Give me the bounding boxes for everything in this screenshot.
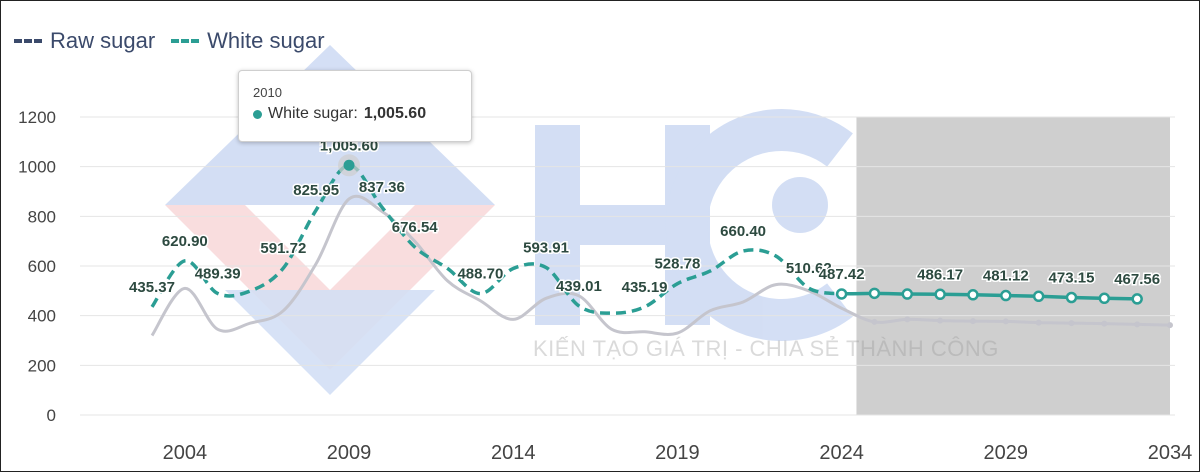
raw-sugar-legend-label: Raw sugar <box>50 28 156 53</box>
white-sugar-data-label: 435.37 <box>129 279 175 296</box>
white-sugar-point[interactable] <box>835 288 848 300</box>
y-tick-label: 0 <box>47 406 56 425</box>
tooltip-value: 1,005.60 <box>363 105 427 122</box>
white-sugar-data-label: 473.15 <box>1049 270 1095 287</box>
white-sugar-point[interactable] <box>901 288 914 300</box>
white-sugar-legend-swatch <box>171 39 200 43</box>
chart-legend: Raw sugar White sugar <box>14 28 325 54</box>
x-tick-label: 2034 <box>1148 442 1193 464</box>
watermark-tagline: KIẾN TẠO GIÁ TRỊ - CHIA SẺ THÀNH CÔNG <box>533 336 999 361</box>
white-sugar-data-label: 489.39 <box>195 265 241 282</box>
raw-sugar-point[interactable] <box>1035 319 1042 326</box>
tooltip-year: 2010 <box>253 85 282 100</box>
raw-sugar-point[interactable] <box>937 317 944 324</box>
x-tick-label: 2024 <box>819 442 864 464</box>
white-sugar-data-label: 488.70 <box>457 266 503 283</box>
x-tick-label: 2009 <box>327 442 372 464</box>
white-sugar-data-label: 676.54 <box>392 219 439 236</box>
white-sugar-data-label: 486.17 <box>917 266 963 283</box>
white-sugar-data-label: 467.56 <box>1114 271 1160 288</box>
white-sugar-data-label: 435.19 <box>622 279 668 296</box>
legend-item-white-sugar[interactable]: White sugar <box>171 28 325 54</box>
raw-sugar-point[interactable] <box>904 316 911 323</box>
y-tick-label: 200 <box>28 356 56 375</box>
white-sugar-data-label: 439.01 <box>556 278 602 295</box>
x-tick-label: 2029 <box>984 442 1029 464</box>
white-sugar-highlight-point[interactable] <box>343 159 355 171</box>
raw-sugar-point[interactable] <box>969 318 976 325</box>
white-sugar-data-label: 481.12 <box>983 268 1029 285</box>
white-sugar-data-label: 837.36 <box>359 179 405 196</box>
x-tick-label: 2019 <box>655 442 700 464</box>
legend-item-raw-sugar[interactable]: Raw sugar <box>14 28 155 54</box>
tooltip-series-label: White sugar: <box>268 105 358 122</box>
white-sugar-point[interactable] <box>1131 293 1143 305</box>
white-sugar-point[interactable] <box>1032 290 1045 303</box>
white-sugar-data-label: 487.42 <box>819 266 865 283</box>
white-sugar-data-label: 528.78 <box>654 256 700 273</box>
white-sugar-point[interactable] <box>967 289 979 301</box>
raw-sugar-legend-swatch <box>14 39 42 43</box>
raw-sugar-point[interactable] <box>1101 320 1108 327</box>
raw-sugar-point[interactable] <box>871 318 878 325</box>
white-sugar-point[interactable] <box>868 287 881 300</box>
raw-sugar-point[interactable] <box>1002 318 1009 325</box>
white-sugar-data-label: 591.72 <box>260 240 306 257</box>
raw-sugar-point[interactable] <box>1134 321 1141 328</box>
y-tick-label: 400 <box>28 307 56 326</box>
tooltip-series-dot <box>253 109 262 119</box>
white-sugar-point[interactable] <box>1000 289 1012 302</box>
white-sugar-legend-label: White sugar <box>207 28 325 53</box>
tooltip-row: White sugar: 1,005.60 <box>253 105 426 123</box>
x-tick-label: 2014 <box>491 442 536 464</box>
white-sugar-forecast-line <box>841 291 1138 301</box>
data-tooltip: 2010 White sugar: 1,005.60 <box>238 70 472 142</box>
raw-sugar-point[interactable] <box>1068 320 1075 327</box>
white-sugar-data-label: 510.62 <box>786 260 832 277</box>
white-sugar-point[interactable] <box>1098 292 1111 305</box>
white-sugar-point[interactable] <box>934 288 946 301</box>
y-tick-label: 800 <box>28 207 56 226</box>
raw-sugar-line <box>150 194 1171 337</box>
y-tick-label: 1200 <box>18 108 56 127</box>
x-tick-label: 2004 <box>163 442 208 464</box>
white-sugar-data-label: 620.90 <box>162 233 208 250</box>
raw-sugar-point[interactable] <box>1167 322 1173 329</box>
y-tick-label: 600 <box>28 257 56 276</box>
white-sugar-data-label: 593.91 <box>523 240 569 257</box>
y-tick-label: 1000 <box>18 158 56 177</box>
white-sugar-data-label: 660.40 <box>720 223 766 240</box>
white-sugar-data-label: 825.95 <box>293 182 339 199</box>
white-sugar-point[interactable] <box>1065 291 1078 304</box>
